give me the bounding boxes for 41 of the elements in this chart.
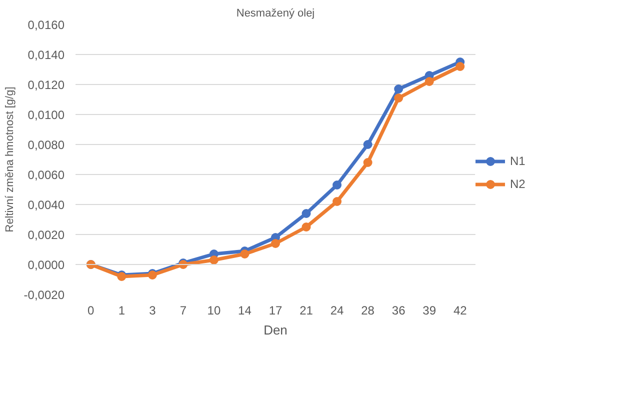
x-tick-label: 0 xyxy=(88,304,95,318)
x-tick-label: 3 xyxy=(149,304,156,318)
x-tick-label: 39 xyxy=(422,304,436,318)
point xyxy=(332,197,342,206)
point xyxy=(363,158,372,167)
point xyxy=(302,222,311,232)
x-axis-title: Den xyxy=(264,322,288,338)
point xyxy=(332,180,342,190)
y-tick-label: 0,0000 xyxy=(28,258,65,272)
point xyxy=(209,256,218,264)
point xyxy=(394,94,404,102)
x-tick-label: 7 xyxy=(180,304,187,318)
point xyxy=(424,77,434,86)
x-tick-label: 24 xyxy=(330,304,344,318)
y-tick-label: -0,0020 xyxy=(24,288,65,302)
y-tick-label: 0,0040 xyxy=(28,198,65,212)
y-tick-label: 0,0100 xyxy=(28,108,65,122)
legend-label: N1 xyxy=(510,154,526,168)
point xyxy=(240,250,250,258)
y-tick-label: 0,0160 xyxy=(28,18,65,32)
y-tick-label: 0,0080 xyxy=(28,138,65,152)
x-tick-label: 1 xyxy=(118,304,126,318)
point xyxy=(271,239,280,248)
point xyxy=(394,84,404,94)
x-tick-label: 42 xyxy=(453,304,468,318)
x-tick-label: 21 xyxy=(300,304,314,318)
x-tick-label: 10 xyxy=(207,304,221,318)
x-tick-label: 28 xyxy=(361,304,375,318)
point xyxy=(456,62,465,71)
point xyxy=(363,140,372,149)
x-tick-label: 14 xyxy=(238,304,252,318)
x-tick-label: 36 xyxy=(392,304,406,318)
chart-title: Nesmažený olej xyxy=(236,8,315,20)
x-tick-label: 17 xyxy=(268,304,282,318)
y-tick-label: 0,0020 xyxy=(28,228,65,242)
y-tick-label: 0,0060 xyxy=(28,168,65,182)
y-axis-title: Reltivní změna hmotnost [g/g] xyxy=(4,86,16,232)
point xyxy=(302,209,311,218)
legend-label: N2 xyxy=(510,177,526,191)
y-tick-label: 0,0120 xyxy=(28,78,65,92)
y-tick-label: 0,0140 xyxy=(28,48,65,62)
